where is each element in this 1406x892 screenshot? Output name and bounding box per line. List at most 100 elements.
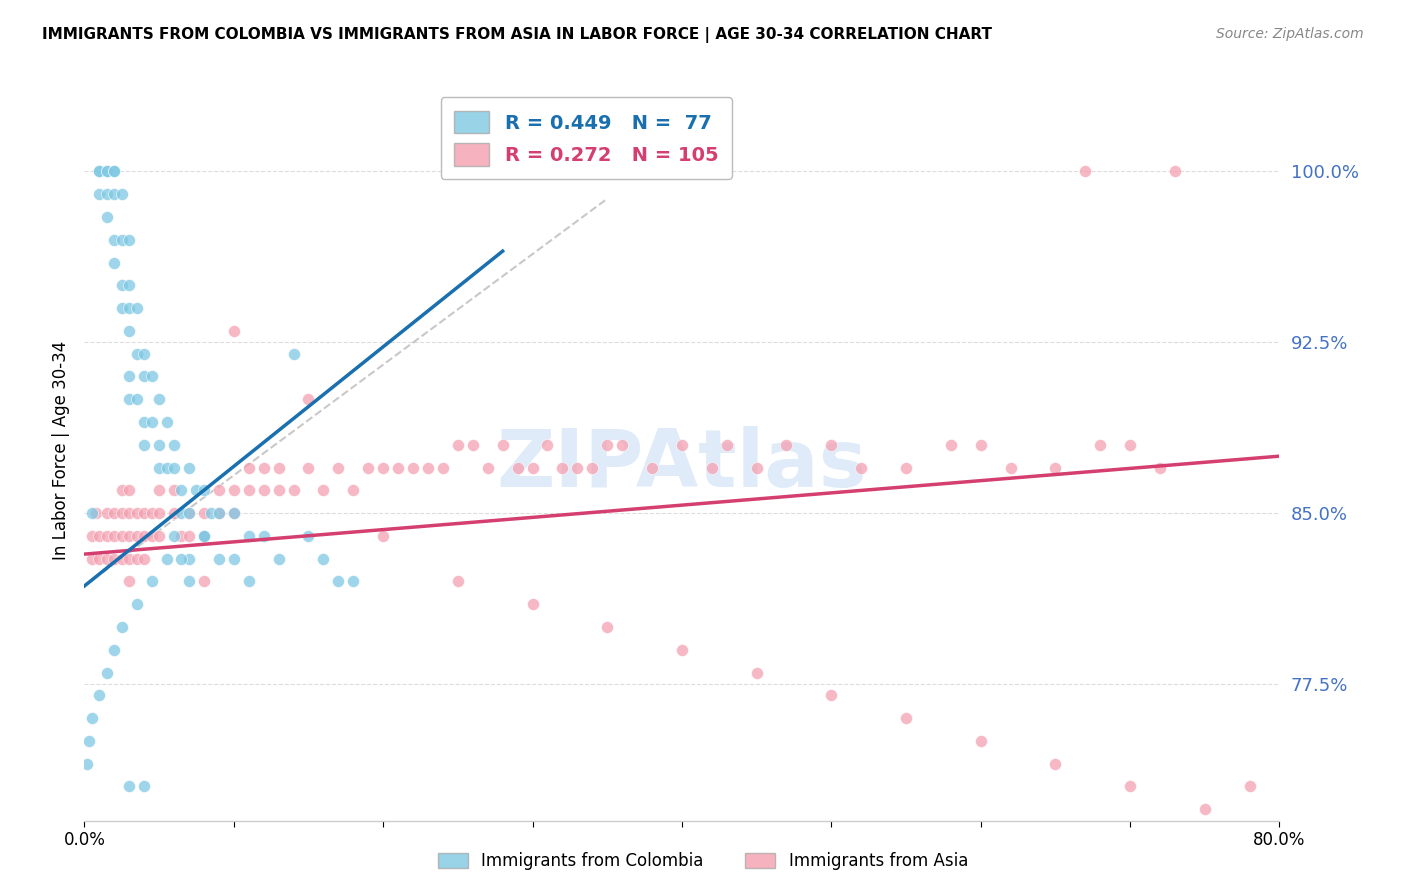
Point <box>1164 164 1187 178</box>
Point <box>253 483 276 498</box>
Point <box>970 438 993 452</box>
Point <box>77 734 100 748</box>
Point <box>103 255 125 269</box>
Point <box>1149 460 1171 475</box>
Point <box>163 529 186 543</box>
Point <box>141 506 163 520</box>
Point <box>820 438 842 452</box>
Point <box>103 551 125 566</box>
Point <box>716 438 738 452</box>
Point <box>1045 460 1067 475</box>
Point <box>118 392 141 407</box>
Point <box>111 620 134 634</box>
Point <box>208 483 231 498</box>
Point <box>1090 438 1112 452</box>
Point <box>522 597 544 611</box>
Point <box>132 780 156 794</box>
Point <box>148 460 170 475</box>
Point <box>551 460 574 475</box>
Point <box>312 551 335 566</box>
Point <box>125 346 148 360</box>
Point <box>89 164 111 178</box>
Point <box>89 164 111 178</box>
Point <box>132 529 156 543</box>
Point <box>148 438 170 452</box>
Point <box>208 506 231 520</box>
Point <box>432 460 454 475</box>
Point <box>222 506 245 520</box>
Point <box>111 529 134 543</box>
Point <box>148 506 170 520</box>
Point <box>132 369 156 384</box>
Point <box>89 551 111 566</box>
Point <box>671 642 693 657</box>
Point <box>89 187 111 202</box>
Point <box>222 324 245 338</box>
Point <box>939 438 962 452</box>
Text: Source: ZipAtlas.com: Source: ZipAtlas.com <box>1216 27 1364 41</box>
Point <box>141 574 163 589</box>
Point <box>641 460 664 475</box>
Point <box>96 164 118 178</box>
Point <box>125 506 148 520</box>
Point <box>177 506 200 520</box>
Point <box>1239 780 1261 794</box>
Point <box>492 438 515 452</box>
Point <box>177 506 200 520</box>
Point <box>477 460 499 475</box>
Point <box>700 460 723 475</box>
Point <box>141 369 163 384</box>
Point <box>283 346 305 360</box>
Point <box>416 460 439 475</box>
Point <box>193 529 215 543</box>
Point <box>1119 438 1142 452</box>
Point <box>111 506 134 520</box>
Point <box>177 551 200 566</box>
Point <box>80 506 103 520</box>
Point <box>1119 780 1142 794</box>
Point <box>186 483 208 498</box>
Point <box>125 301 148 315</box>
Point <box>193 529 215 543</box>
Legend: Immigrants from Colombia, Immigrants from Asia: Immigrants from Colombia, Immigrants fro… <box>432 846 974 877</box>
Point <box>193 574 215 589</box>
Point <box>132 551 156 566</box>
Point <box>163 506 186 520</box>
Point <box>581 460 603 475</box>
Point <box>267 483 290 498</box>
Point <box>238 574 260 589</box>
Point <box>851 460 873 475</box>
Point <box>745 460 768 475</box>
Point <box>118 780 141 794</box>
Point <box>125 597 148 611</box>
Point <box>567 460 589 475</box>
Point <box>132 415 156 429</box>
Point <box>148 483 170 498</box>
Point <box>596 620 619 634</box>
Point <box>222 551 245 566</box>
Point <box>103 642 125 657</box>
Point <box>96 506 118 520</box>
Point <box>222 483 245 498</box>
Point <box>775 438 797 452</box>
Point <box>118 574 141 589</box>
Point <box>141 529 163 543</box>
Point <box>1074 164 1097 178</box>
Point <box>297 529 319 543</box>
Point <box>447 438 470 452</box>
Point <box>267 551 290 566</box>
Point <box>447 574 470 589</box>
Point <box>118 233 141 247</box>
Point <box>125 392 148 407</box>
Point <box>312 483 335 498</box>
Point <box>506 460 529 475</box>
Point <box>357 460 380 475</box>
Legend: R = 0.449   N =  77, R = 0.272   N = 105: R = 0.449 N = 77, R = 0.272 N = 105 <box>440 97 733 179</box>
Point <box>193 483 215 498</box>
Text: IMMIGRANTS FROM COLOMBIA VS IMMIGRANTS FROM ASIA IN LABOR FORCE | AGE 30-34 CORR: IMMIGRANTS FROM COLOMBIA VS IMMIGRANTS F… <box>42 27 993 43</box>
Point <box>596 438 619 452</box>
Point <box>80 551 103 566</box>
Point <box>1194 802 1216 816</box>
Point <box>328 460 350 475</box>
Point <box>222 506 245 520</box>
